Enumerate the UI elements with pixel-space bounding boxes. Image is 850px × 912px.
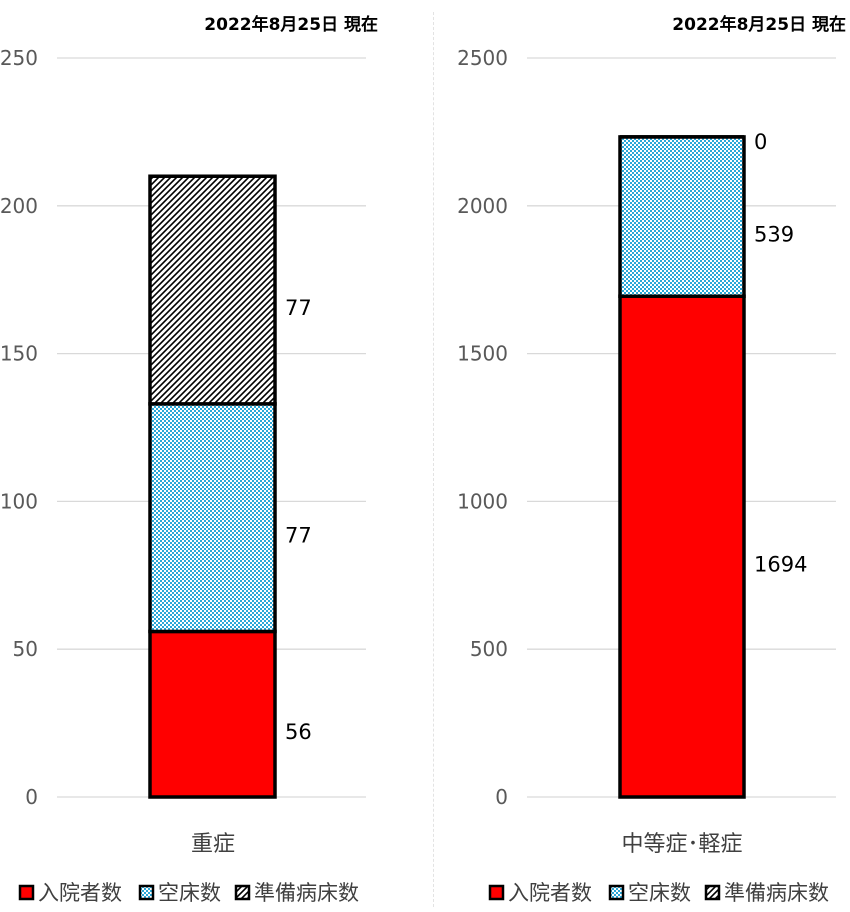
chart-panel-moderate-mild: 2022年8月25日 現在 0 500 1000 1500 2000 2500 1694 539…	[457, 14, 846, 905]
y-tick-label: 50	[13, 637, 38, 661]
y-tick-label: 150	[0, 342, 38, 366]
chart-subtitle: 2022年8月25日 現在	[204, 14, 378, 35]
y-tick-label: 0	[495, 785, 508, 809]
y-tick-label: 2000	[457, 194, 508, 218]
bar-segment	[148, 402, 277, 634]
y-tick-label: 100	[0, 489, 38, 513]
panel-divider	[433, 12, 434, 907]
y-tick-label: 1500	[457, 342, 508, 366]
legend-swatch	[488, 884, 505, 901]
data-label: 77	[285, 524, 312, 548]
y-tick-label: 200	[0, 194, 38, 218]
legend-swatch	[234, 884, 251, 901]
y-tick-label: 1000	[457, 489, 508, 513]
legend-label: 空床数	[158, 881, 221, 905]
legend-label: 準備病床数	[724, 881, 829, 905]
y-tick-label: 2500	[457, 46, 508, 70]
y-tick-label: 250	[0, 46, 38, 70]
bar-segment	[148, 174, 277, 406]
legend-label: 準備病床数	[254, 881, 359, 905]
legend-label: 入院者数	[38, 881, 122, 905]
legend-label: 空床数	[628, 881, 691, 905]
data-label: 56	[285, 720, 312, 744]
category-label: 中等症･軽症	[621, 832, 742, 857]
data-label: 539	[754, 223, 794, 247]
data-label: 1694	[754, 553, 807, 577]
legend-label: 入院者数	[508, 881, 592, 905]
legend-swatch	[18, 884, 35, 901]
y-tick-label: 0	[25, 785, 38, 809]
legend-swatch	[704, 884, 721, 901]
data-label: 77	[285, 296, 312, 320]
bar-segment	[618, 135, 746, 299]
category-label: 重症	[191, 832, 235, 857]
bar-segment	[618, 294, 746, 799]
chart-subtitle: 2022年8月25日 現在	[672, 14, 846, 35]
chart-panel-severe: 2022年8月25日 現在 0 50 100 150 200 250 56 77 77 重症入院者数…	[0, 14, 378, 905]
legend-swatch	[138, 884, 155, 901]
legend-swatch	[608, 884, 625, 901]
data-label: 0	[754, 130, 767, 154]
bar-segment	[148, 629, 277, 799]
y-tick-label: 500	[470, 637, 508, 661]
